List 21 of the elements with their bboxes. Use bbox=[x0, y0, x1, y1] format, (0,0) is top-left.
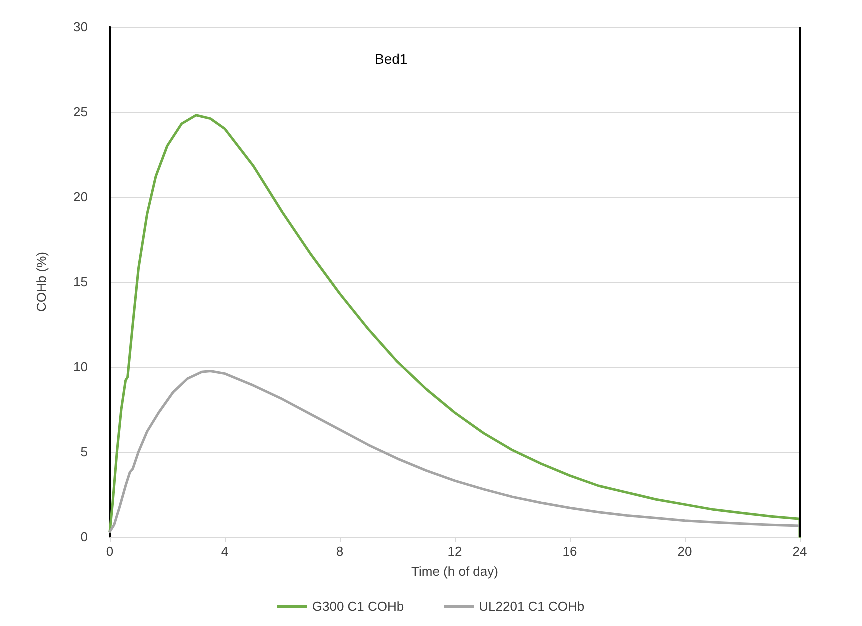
y-tick-label: 20 bbox=[74, 190, 88, 204]
legend-label: G300 C1 COHb bbox=[312, 599, 404, 614]
x-axis-title: Time (h of day) bbox=[412, 564, 498, 579]
x-tick-label: 16 bbox=[562, 544, 578, 559]
x-tick-label: 4 bbox=[221, 544, 229, 559]
x-tick-label: 8 bbox=[336, 544, 344, 559]
x-tick-label: 12 bbox=[448, 544, 462, 559]
line-series bbox=[108, 114, 802, 538]
y-axis-title: COHb (%) bbox=[34, 252, 49, 312]
x-tick-label: 0 bbox=[106, 544, 114, 559]
y-tick-label: 30 bbox=[74, 20, 88, 34]
x-tick-label: 24 bbox=[792, 544, 808, 559]
y-tick-label: 5 bbox=[80, 444, 88, 460]
y-tick-label: 10 bbox=[74, 360, 88, 374]
y-tick-label: 0 bbox=[80, 530, 88, 544]
y-tick-label: 15 bbox=[74, 274, 88, 290]
legend-label: UL2201 C1 COHb bbox=[479, 599, 585, 614]
x-tick-label: 20 bbox=[678, 544, 692, 559]
line-series bbox=[108, 370, 802, 534]
y-tick-label: 25 bbox=[74, 104, 88, 120]
text: Bed1 bbox=[375, 51, 408, 67]
